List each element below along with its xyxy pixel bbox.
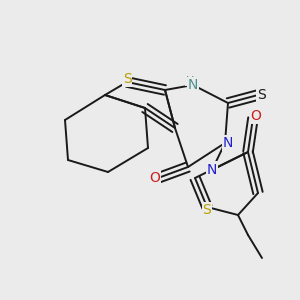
Text: H: H [209, 162, 218, 172]
Text: H: H [186, 76, 194, 85]
Text: N: N [188, 78, 198, 92]
Text: N: N [207, 163, 217, 177]
Text: S: S [256, 88, 266, 102]
Text: O: O [150, 171, 160, 185]
Text: O: O [250, 110, 261, 124]
Text: S: S [123, 72, 131, 86]
Text: S: S [202, 203, 211, 217]
Text: N: N [223, 136, 233, 150]
